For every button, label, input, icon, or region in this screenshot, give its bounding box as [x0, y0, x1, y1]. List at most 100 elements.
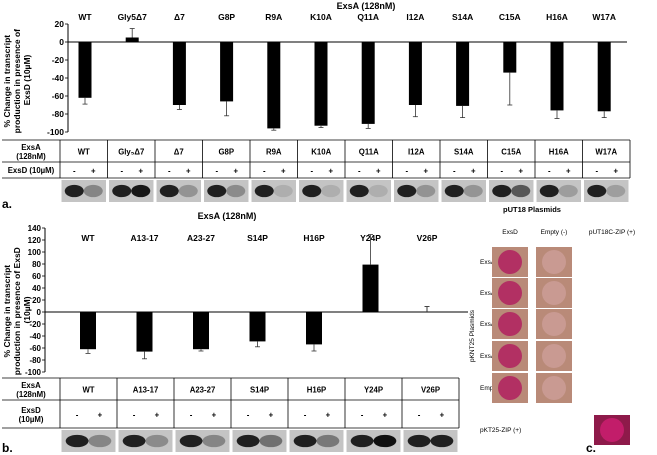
- plate-column-label: Empty (-): [541, 229, 568, 236]
- gel-band: [349, 184, 369, 198]
- table-sign: +: [186, 167, 191, 176]
- bar: [456, 42, 470, 106]
- table-sign: +: [269, 411, 274, 420]
- bar: [503, 42, 517, 73]
- gel-band: [83, 184, 103, 198]
- panel-a-ylabel-line-1: % Change in transcript: [2, 35, 12, 128]
- table-sign: -: [215, 167, 218, 176]
- panel-c-label: c.: [586, 441, 596, 455]
- table-sign: +: [98, 411, 103, 420]
- y-tick-label: 40: [32, 284, 41, 293]
- colony-spot: [498, 250, 522, 274]
- panel-b-label: b.: [2, 441, 13, 455]
- table-row-label: ExsA: [21, 381, 41, 390]
- gel-band: [321, 184, 341, 198]
- colony-spot: [600, 418, 624, 442]
- panel-a-label: a.: [2, 197, 12, 211]
- panel-a-ylabel-line-3: ExsD (10µM): [22, 54, 32, 105]
- table-sign: -: [133, 411, 136, 420]
- table-row-label: (128nM): [16, 390, 46, 399]
- panel-b-ylabel-line-3: (10µM): [22, 296, 32, 323]
- table-row-label: (10µM): [19, 415, 44, 424]
- bar: [408, 42, 422, 105]
- table-sign: -: [73, 167, 76, 176]
- y-tick-label: -60: [52, 91, 65, 101]
- gel-band: [64, 184, 84, 198]
- table-sign: +: [326, 411, 331, 420]
- y-tick-label: -60: [29, 344, 41, 353]
- bar: [78, 42, 92, 98]
- table-column-header: S14P: [250, 386, 269, 395]
- category-label: S14A: [452, 12, 473, 22]
- category-label: WT: [81, 233, 95, 243]
- gel-band: [511, 184, 531, 198]
- category-label: WT: [78, 12, 92, 22]
- gel-band: [430, 434, 454, 448]
- bar: [193, 312, 209, 350]
- panel-b-table: ExsA(128nM) ExsD(10µM) WT - + A13-17 - + A23-27 -…: [2, 377, 460, 452]
- table-sign: -: [358, 167, 361, 176]
- gel-band: [112, 184, 132, 198]
- table-column-header: Δ7: [174, 148, 184, 157]
- panel-a-plot: 20 0 -20 -40 -60 -80 -100 WT Gly5Δ7 Δ7 G8P R9A K10A Q…: [47, 12, 627, 137]
- table-sign: -: [405, 167, 408, 176]
- category-label: K10A: [310, 12, 332, 22]
- bar: [361, 42, 375, 124]
- gel-band: [273, 184, 293, 198]
- colony-spot: [498, 376, 522, 400]
- table-sign: -: [190, 411, 193, 420]
- category-label: Y24P: [360, 233, 381, 243]
- gel-band: [350, 434, 374, 448]
- panel-a: 20 0 -20 -40 -60 -80 -100 WT Gly5Δ7 Δ7 G8P R9A K10A Q…: [2, 1, 631, 211]
- table-sign: +: [518, 167, 523, 176]
- panel-c-plate-wells: [492, 247, 630, 445]
- table-sign: +: [376, 167, 381, 176]
- gel-band: [259, 434, 283, 448]
- panel-b-ylabel: % Change in transcript production in pre…: [2, 245, 32, 375]
- category-label: V26P: [417, 233, 438, 243]
- table-sign: +: [471, 167, 476, 176]
- gel-band: [236, 434, 260, 448]
- y-tick-label: -100: [47, 127, 64, 137]
- gel-band: [373, 434, 397, 448]
- table-sign: -: [76, 411, 79, 420]
- table-sign: -: [247, 411, 250, 420]
- table-sign: -: [168, 167, 171, 176]
- category-label: H16A: [546, 12, 568, 22]
- category-label: H16P: [303, 233, 325, 243]
- gel-band: [122, 434, 146, 448]
- colony-spot: [542, 281, 566, 305]
- panel-a-table: ExsA(128nM) ExsD (10µM) WT - + Gly₅Δ7 - + Δ7 - + G8…: [2, 139, 631, 202]
- gel-band: [202, 434, 226, 448]
- gel-band: [444, 184, 464, 198]
- bar: [362, 264, 379, 312]
- table-column-header: Gly₅Δ7: [118, 148, 144, 157]
- table-sign: +: [423, 167, 428, 176]
- gel-band: [316, 434, 340, 448]
- gel-band: [145, 434, 169, 448]
- colony-spot: [542, 250, 566, 274]
- table-column-header: Q11A: [359, 148, 379, 157]
- panel-b-ylabel-line-1: % Change in transcript: [2, 265, 12, 358]
- table-column-header: R9A: [266, 148, 282, 157]
- y-tick-label: -100: [25, 368, 42, 377]
- bar: [306, 312, 322, 345]
- table-sign: +: [613, 167, 618, 176]
- gel-band: [131, 184, 151, 198]
- table-sign: +: [155, 411, 160, 420]
- table-column-header: S14A: [454, 148, 474, 157]
- table-sign: -: [453, 167, 456, 176]
- plate-column-label: ExsD: [502, 229, 518, 236]
- category-label: S14P: [247, 233, 268, 243]
- bar: [220, 42, 234, 102]
- panel-c-column-headers: ExsD Empty (-) pUT18C-ZIP (+): [502, 229, 635, 236]
- gel-band: [178, 184, 198, 198]
- y-tick-label: -80: [52, 109, 65, 119]
- gel-band: [558, 184, 578, 198]
- table-sign: +: [383, 411, 388, 420]
- y-tick-label: -40: [29, 332, 41, 341]
- gel-band: [368, 184, 388, 198]
- category-label: R9A: [265, 12, 282, 22]
- plate-row-label: pKT25-ZIP (+): [480, 427, 521, 434]
